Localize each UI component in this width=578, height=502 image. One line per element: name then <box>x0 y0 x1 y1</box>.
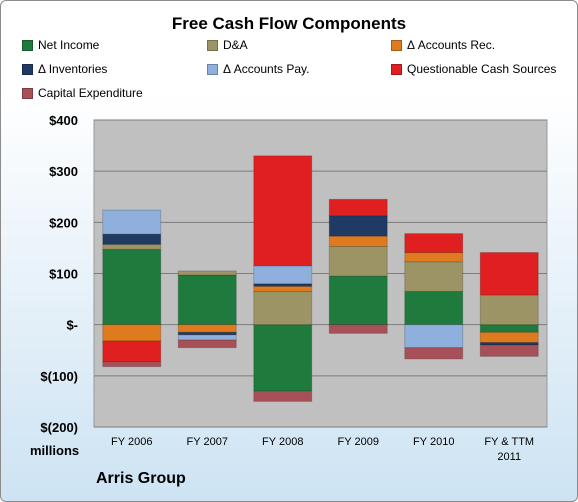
y-tick-label: $100 <box>49 267 78 282</box>
legend-item-inventories: Δ Inventories <box>22 60 107 78</box>
legend-swatch <box>207 39 218 51</box>
bar-segment-d-a <box>328 245 388 277</box>
y-tick-label: $- <box>66 318 78 333</box>
bar-segment-accounts-pay <box>404 324 464 349</box>
bar-segment-capital-expenditure <box>328 324 388 334</box>
bar-segment-questionable-cash-sources <box>479 252 539 296</box>
bar-segment-accounts-pay <box>253 265 313 285</box>
x-tick-label: FY & TTM <box>484 436 534 448</box>
x-tick-label: FY 2009 <box>338 436 379 448</box>
bar-segment-accounts-pay <box>102 209 162 235</box>
legend-label: D&A <box>223 38 248 52</box>
legend-swatch <box>22 87 33 99</box>
bar-segment-capital-expenditure <box>404 347 464 360</box>
y-tick-label: $300 <box>49 164 78 179</box>
units-label: millions <box>30 443 80 458</box>
legend-swatch <box>22 63 33 75</box>
legend-label: Δ Accounts Rec. <box>407 38 496 52</box>
bar-segment-net-income <box>253 324 313 392</box>
bar-segment-accounts-rec <box>404 252 464 263</box>
legend-label: Net Income <box>38 38 100 52</box>
bar-segment-d-a <box>479 294 539 326</box>
legend-item-capex: Capital Expenditure <box>22 84 143 102</box>
x-tick-label: FY 2007 <box>187 436 228 448</box>
legend-item-da: D&A <box>207 36 248 54</box>
company-name: Arris Group <box>96 470 186 487</box>
bar-segment-d-a <box>404 261 464 292</box>
chart-title: Free Cash Flow Components <box>171 14 407 33</box>
bar-segment-accounts-rec <box>253 285 313 292</box>
legend: Net Income D&A Δ Accounts Rec. Δ Invento… <box>0 36 578 106</box>
bar-segment-accounts-rec <box>177 324 237 333</box>
legend-item-accounts-pay: Δ Accounts Pay. <box>207 60 310 78</box>
bar-segment-questionable-cash-sources <box>404 233 464 254</box>
legend-swatch <box>22 39 33 51</box>
bar-segment-questionable-cash-sources <box>253 155 313 267</box>
bar-segment-accounts-pay <box>177 334 237 341</box>
bar-segment-accounts-rec <box>328 235 388 247</box>
bar-segment-net-income <box>102 248 162 326</box>
legend-swatch <box>391 63 402 75</box>
bar-segment-capital-expenditure <box>177 339 237 349</box>
y-tick-label: $(100) <box>40 369 78 384</box>
bar-segment-d-a <box>177 270 237 276</box>
legend-swatch <box>391 39 402 51</box>
bar-segment-capital-expenditure <box>253 390 313 402</box>
legend-swatch <box>207 63 218 75</box>
x-tick-label: FY 2006 <box>111 436 152 448</box>
bar-segment-questionable-cash-sources <box>328 198 388 217</box>
bar-segment-capital-expenditure <box>102 361 162 368</box>
legend-label: Δ Inventories <box>38 62 108 76</box>
x-tick-label: FY 2010 <box>413 436 454 448</box>
y-tick-label: $(200) <box>40 420 78 435</box>
y-tick-label: $200 <box>49 215 78 230</box>
bar-segment-net-income <box>404 290 464 326</box>
bar-segment-d-a <box>253 290 313 326</box>
bar-segment-accounts-rec <box>102 324 162 342</box>
x-tick-label: 2011 <box>497 451 521 463</box>
y-tick-label: $400 <box>49 113 78 128</box>
bar-segment-d-a <box>102 243 162 250</box>
legend-item-net-income: Net Income <box>22 36 99 54</box>
legend-item-questionable-cash: Questionable Cash Sources <box>391 60 556 78</box>
legend-label: Questionable Cash Sources <box>407 62 557 76</box>
bar-segment-questionable-cash-sources <box>102 340 162 363</box>
bar-segment-inventories <box>102 233 162 245</box>
legend-label: Δ Accounts Pay. <box>223 62 310 76</box>
x-tick-label: FY 2008 <box>262 436 303 448</box>
legend-item-accounts-rec: Δ Accounts Rec. <box>391 36 495 54</box>
bar-segment-accounts-rec <box>479 331 539 344</box>
bar-segment-inventories <box>328 215 388 237</box>
legend-label: Capital Expenditure <box>38 86 143 100</box>
bar-segment-net-income <box>328 275 388 326</box>
bar-segment-net-income <box>479 324 539 333</box>
bar-segment-capital-expenditure <box>479 344 539 357</box>
bar-segment-net-income <box>177 274 237 326</box>
